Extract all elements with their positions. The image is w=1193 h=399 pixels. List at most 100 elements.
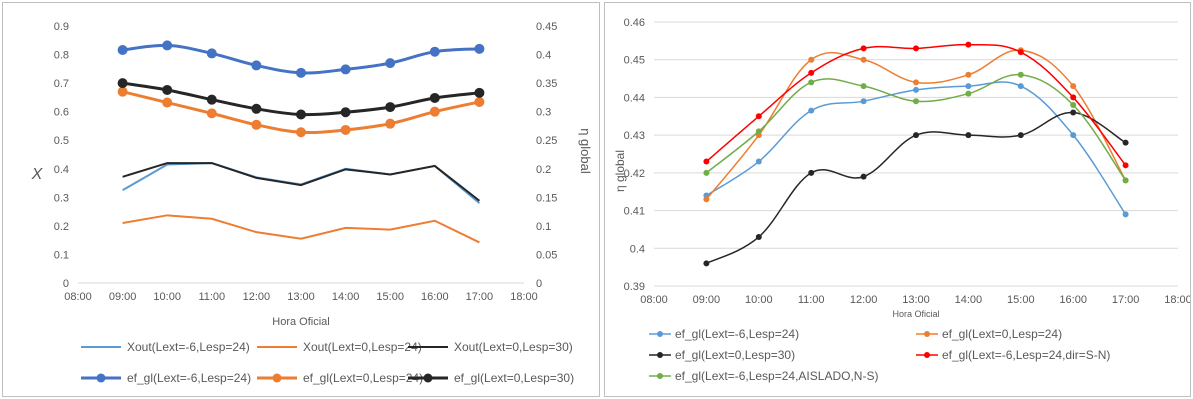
data-point <box>808 107 815 114</box>
y-tick-label: 0.39 <box>624 281 645 293</box>
x-tick-label: 14:00 <box>955 294 983 306</box>
data-point <box>385 58 396 69</box>
x-tick-label: 11:00 <box>198 291 225 303</box>
legend-marker <box>657 373 663 379</box>
data-point <box>755 128 762 135</box>
legend-marker <box>924 352 930 358</box>
legend-marker <box>96 373 106 383</box>
data-point <box>1122 162 1129 169</box>
data-point <box>808 56 815 63</box>
y2-tick-label: 0 <box>536 278 542 290</box>
x-tick-label: 12:00 <box>243 291 271 303</box>
y2-tick-label: 0.1 <box>536 221 551 233</box>
x-tick-label: 13:00 <box>287 291 315 303</box>
data-point <box>860 173 867 180</box>
data-point <box>1122 177 1129 184</box>
data-point <box>385 102 396 113</box>
legend-label: Xout(Lext=0,Lesp=30) <box>454 340 573 354</box>
series-line <box>705 43 1127 166</box>
data-point <box>474 96 485 107</box>
legend-marker <box>423 373 433 383</box>
x-axis-title: Hora Oficial <box>892 309 939 319</box>
data-point <box>860 56 867 63</box>
x-tick-label: 11:00 <box>798 294 825 306</box>
data-point <box>1070 109 1077 116</box>
data-point <box>965 90 972 97</box>
data-point <box>755 233 762 240</box>
data-point <box>1070 83 1077 90</box>
y-tick-label: 0.2 <box>54 221 69 233</box>
x-tick-label: 15:00 <box>376 291 404 303</box>
data-point <box>913 45 919 52</box>
x-tick-label: 09:00 <box>693 294 721 306</box>
data-point <box>703 158 710 165</box>
legend-label: ef_gl(Lext=0,Lesp=24) <box>942 327 1062 341</box>
series-line <box>706 111 1126 265</box>
x-tick-label: 14:00 <box>332 291 360 303</box>
data-point <box>860 98 867 105</box>
data-point <box>251 60 262 71</box>
data-point <box>1122 139 1129 146</box>
data-point <box>808 79 815 86</box>
data-point <box>913 86 919 93</box>
data-point <box>429 106 440 117</box>
data-point <box>1070 94 1077 101</box>
y2-tick-label: 0.15 <box>536 192 557 204</box>
y-tick-label: 0.6 <box>54 107 69 119</box>
data-point <box>206 48 217 59</box>
x-tick-label: 18:00 <box>510 291 538 303</box>
y2-tick-label: 0.2 <box>536 164 551 176</box>
data-point <box>162 84 173 95</box>
x-tick-label: 08:00 <box>64 291 92 303</box>
series-line <box>122 162 481 202</box>
data-point <box>296 127 306 138</box>
data-point <box>965 71 972 78</box>
y2-tick-label: 0.05 <box>536 249 557 261</box>
x-tick-label: 12:00 <box>850 294 878 306</box>
y2-tick-label: 0.3 <box>536 107 551 119</box>
data-point <box>1017 83 1024 90</box>
x-tick-label: 13:00 <box>902 294 930 306</box>
data-point <box>1122 211 1129 218</box>
data-point <box>860 83 867 90</box>
y2-tick-label: 0.4 <box>536 50 551 62</box>
data-point <box>340 107 351 118</box>
y-tick-label: 0.3 <box>54 192 69 204</box>
data-point <box>1017 71 1024 78</box>
x-tick-label: 17:00 <box>466 291 494 303</box>
y-tick-label: 0.43 <box>624 130 645 142</box>
data-point <box>340 64 351 75</box>
data-point <box>474 87 485 98</box>
data-point <box>703 169 710 176</box>
data-point <box>755 113 762 120</box>
data-point <box>117 86 128 97</box>
data-point <box>913 132 919 139</box>
y-axis-title: X <box>31 166 44 183</box>
y2-tick-label: 0.45 <box>536 21 557 33</box>
data-point <box>385 118 396 129</box>
legend-label: Xout(Lext=0,Lesp=24) <box>303 340 422 354</box>
y-tick-label: 0.7 <box>54 78 69 90</box>
legend-marker <box>657 331 663 337</box>
data-point <box>913 79 919 86</box>
x-tick-label: 17:00 <box>1112 294 1140 306</box>
chart-left: 08:00 09:00 10:00 11:00 12:00 13:00 14:00 15:00… <box>31 21 593 385</box>
data-point <box>429 92 440 103</box>
y-tick-label: 0.42 <box>624 168 645 180</box>
x-tick-label: 16:00 <box>1059 294 1087 306</box>
data-point <box>206 108 217 119</box>
data-point <box>162 40 173 51</box>
legend-marker <box>924 331 930 337</box>
data-point <box>965 83 972 90</box>
legend-label: ef_gl(Lext=-6,Lesp=24) <box>675 327 799 341</box>
data-point <box>117 44 128 55</box>
y-tick-label: 0.44 <box>624 92 645 104</box>
y-tick-label: 0.45 <box>624 55 645 67</box>
chart-panel-right: 0.39 0.4 0.41 0.42 0.43 0.44 0.45 0.46 08:00 09:0… <box>604 2 1191 397</box>
data-point <box>1017 132 1024 139</box>
y-tick-label: 0.4 <box>54 164 69 176</box>
x-tick-label: 08:00 <box>640 294 668 306</box>
y-tick-label: 0.9 <box>54 21 69 33</box>
x-tick-label: 10:00 <box>745 294 773 306</box>
y-tick-label: 0.8 <box>54 50 69 62</box>
